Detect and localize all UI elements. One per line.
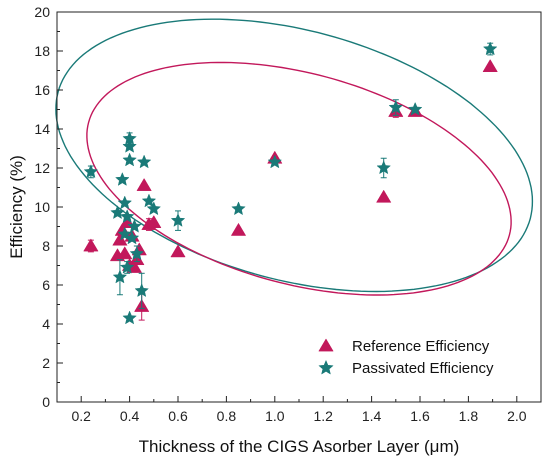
passivated-point [122, 152, 137, 167]
x-tick-label: 0.4 [120, 408, 140, 424]
reference-point [112, 232, 128, 246]
passivated-point [376, 160, 391, 175]
y-tick-label: 20 [34, 4, 50, 20]
y-tick-label: 10 [34, 199, 50, 215]
x-axis-title: Thickness of the CIGS Asorber Layer (μm) [139, 437, 460, 456]
legend-marker-passivated [318, 359, 334, 375]
x-tick-label: 1.6 [410, 408, 430, 424]
reference-point [170, 244, 186, 258]
series-reference [83, 59, 498, 321]
passivated-point [115, 172, 130, 186]
passivated-point [110, 205, 125, 220]
legend-label-reference: Reference Efficiency [352, 338, 490, 355]
legend-marker-reference [318, 338, 334, 352]
x-tick-label: 1.0 [265, 408, 285, 424]
axes-layer: 0.2 0.4 0.6 0.8 1.0 1.2 1.4 1.6 1.8 2.0 0 2 4 6 8 10 12 1… [34, 4, 542, 424]
y-tick-label: 8 [42, 238, 50, 254]
y-tick-label: 14 [34, 121, 50, 137]
passivated-point [117, 195, 133, 210]
y-tick-label: 16 [34, 82, 50, 98]
x-tick-label: 0.6 [168, 408, 188, 424]
y-tick-label: 12 [34, 160, 50, 176]
passivated-point [170, 212, 186, 227]
y-tick-label: 4 [42, 316, 50, 332]
x-tick-label: 0.2 [71, 408, 91, 424]
ellipse-reference [86, 61, 512, 296]
reference-point [136, 177, 152, 191]
y-axis-title: Efficiency (%) [7, 155, 26, 259]
passivated-point [122, 310, 137, 325]
passivated-point [141, 193, 157, 208]
reference-point [146, 215, 162, 228]
ellipse-layer [55, 18, 534, 296]
reference-point [482, 59, 498, 72]
reference-point [230, 222, 247, 236]
y-tick-label: 0 [42, 394, 50, 410]
passivated-point [136, 154, 152, 169]
legend-label-passivated: Passivated Efficiency [352, 360, 494, 377]
reference-point [83, 238, 99, 252]
passivated-point [407, 101, 423, 116]
marks-layer [83, 41, 498, 325]
passivated-point [124, 230, 140, 245]
ellipse-passivated [55, 18, 534, 293]
passivated-point [122, 138, 137, 153]
passivated-point [267, 154, 283, 169]
passivated-point [231, 201, 246, 216]
y-tick-label: 6 [42, 277, 50, 293]
passivated-point [119, 259, 135, 274]
passivated-point [127, 218, 142, 233]
passivated-point [134, 283, 149, 298]
passivated-point [112, 269, 128, 284]
y-tick-label: 18 [34, 43, 50, 59]
passivated-point [119, 209, 135, 223]
x-tick-label: 1.8 [459, 408, 479, 424]
passivated-point [388, 99, 404, 114]
passivated-point [146, 201, 162, 216]
reference-point [376, 189, 392, 203]
passivated-point [83, 164, 99, 179]
passivated-point [129, 246, 145, 260]
x-tick-label: 1.2 [313, 408, 333, 424]
series-passivated [83, 41, 498, 325]
passivated-point [482, 41, 498, 56]
reference-point [117, 246, 133, 260]
x-tick-label: 0.8 [217, 408, 237, 424]
legend: Reference Efficiency Passivated Efficienc… [318, 338, 494, 377]
x-tick-label: 2.0 [507, 408, 527, 424]
x-tick-label: 1.4 [362, 408, 382, 424]
y-tick-label: 2 [42, 355, 50, 371]
